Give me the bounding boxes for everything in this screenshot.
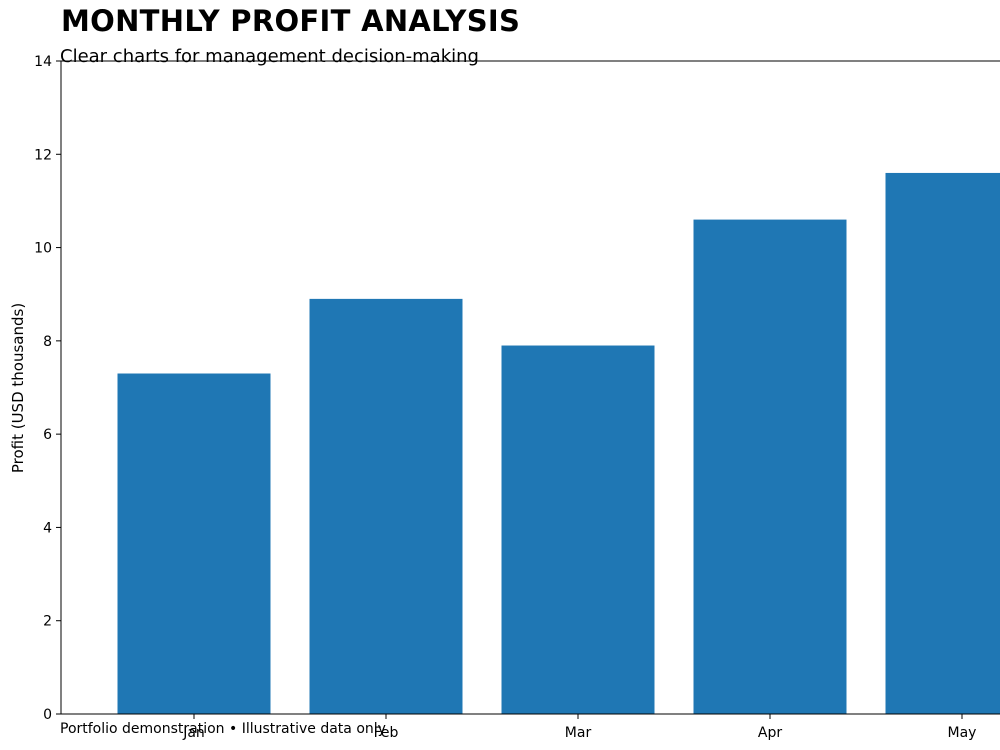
y-tick-label: 4: [43, 520, 52, 536]
bar-jan: [117, 373, 271, 714]
y-tick-label: 8: [43, 334, 52, 350]
y-tick-label: 6: [43, 427, 52, 443]
x-tick-label: Apr: [758, 725, 782, 741]
chart-title: MONTHLY PROFIT ANALYSIS: [61, 4, 521, 38]
footnote: Portfolio demonstration • Illustrative d…: [60, 721, 386, 737]
bar-feb: [309, 298, 463, 714]
y-axis-label: Profit (USD thousands): [9, 303, 27, 473]
bar-may: [885, 172, 1000, 714]
ticks-group: Jan Feb Mar Apr May 0 2 4 6 8 10 12 14: [34, 54, 976, 741]
y-tick-label: 14: [34, 54, 52, 70]
x-tick-label: May: [948, 725, 977, 741]
y-tick-label: 2: [43, 614, 52, 630]
y-tick-label: 0: [43, 707, 52, 723]
bars-group: [117, 172, 1000, 715]
bar-mar: [501, 345, 655, 714]
x-tick-label: Feb: [374, 725, 399, 741]
y-tick-label: 12: [34, 147, 52, 163]
x-tick-label: Jan: [182, 725, 205, 741]
x-tick-label: Mar: [565, 725, 592, 741]
y-tick-label: 10: [34, 241, 52, 257]
bar-apr: [693, 219, 847, 715]
chart-subtitle: Clear charts for management decision-mak…: [60, 46, 479, 67]
